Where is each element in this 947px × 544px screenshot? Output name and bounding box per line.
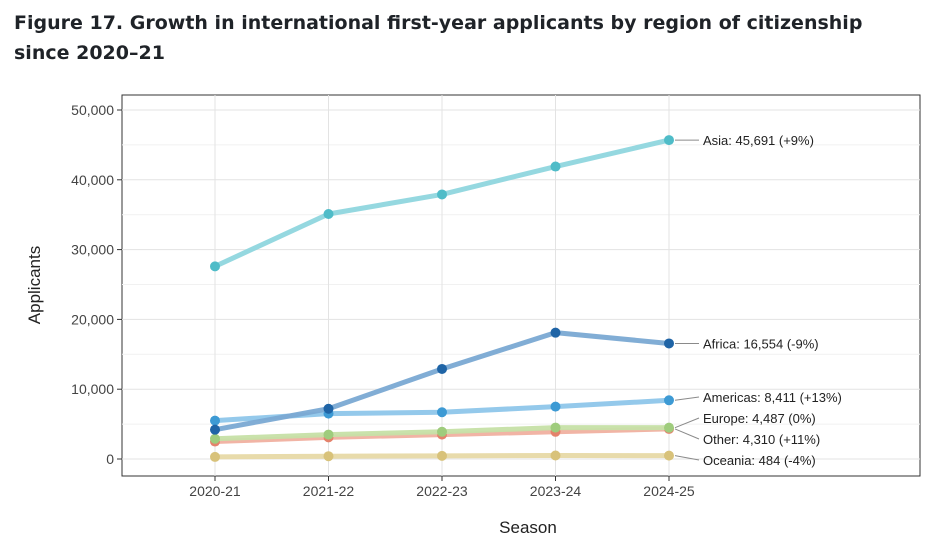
data-point-asia: [323, 209, 334, 220]
x-tick-label: 2021-22: [303, 483, 355, 499]
data-point-europe: [664, 422, 674, 433]
series-group: [210, 135, 674, 462]
data-point-oceania: [550, 450, 561, 461]
y-tick-label: 0: [106, 451, 114, 467]
data-point-africa: [210, 424, 220, 435]
data-point-africa: [550, 327, 561, 338]
end-label-asia: Asia: 45,691 (+9%): [703, 133, 814, 148]
data-point-asia: [437, 189, 447, 200]
y-tick-label: 10,000: [71, 381, 114, 397]
data-point-asia: [664, 135, 674, 146]
data-point-americas: [437, 407, 447, 418]
y-tick-label: 30,000: [71, 242, 114, 258]
y-tick-label: 20,000: [71, 311, 114, 327]
data-point-africa: [664, 338, 674, 349]
figure-title: Figure 17. Growth in international first…: [14, 12, 863, 64]
label-leader-americas: [674, 396, 700, 401]
data-point-oceania: [437, 450, 447, 461]
label-leader-europe: [674, 417, 700, 429]
data-point-americas: [210, 415, 220, 426]
end-labels: Asia: 45,691 (+9%) Africa: 16,554 (-9%) Am…: [674, 133, 842, 468]
end-label-europe: Europe: 4,487 (0%): [703, 411, 816, 426]
x-axis: 2020-21 2021-22 2022-23 2023-24 2024-25: [189, 476, 695, 499]
end-label-oceania: Oceania: 484 (-4%): [703, 453, 816, 468]
end-label-africa: Africa: 16,554 (-9%): [703, 336, 819, 351]
y-tick-label: 40,000: [71, 172, 114, 188]
x-tick-label: 2020-21: [189, 483, 241, 499]
data-point-oceania: [210, 451, 220, 462]
x-axis-title: Season: [499, 518, 557, 537]
label-leader-oceania: [674, 455, 700, 461]
data-point-asia: [550, 161, 561, 172]
y-axis: 0 10,000 20,000 30,000 40,000 50,000: [71, 102, 122, 467]
x-tick-label: 2023-24: [530, 483, 582, 499]
x-tick-label: 2024-25: [643, 483, 695, 499]
data-point-oceania: [664, 450, 674, 461]
plot-panel: [121, 94, 921, 477]
y-tick-label: 50,000: [71, 102, 114, 118]
data-point-americas: [550, 401, 561, 412]
data-point-europe: [437, 426, 447, 437]
y-axis-title: Applicants: [25, 246, 44, 324]
end-label-americas: Americas: 8,411 (+13%): [703, 390, 842, 405]
data-point-asia: [210, 261, 220, 272]
end-label-other: Other: 4,310 (+11%): [703, 432, 820, 447]
data-point-africa: [323, 403, 334, 414]
label-leader-other: [674, 428, 700, 440]
data-point-europe: [210, 433, 220, 444]
x-tick-label: 2022-23: [416, 483, 468, 499]
data-point-americas: [664, 395, 674, 406]
data-point-africa: [437, 363, 447, 374]
data-point-europe: [550, 422, 561, 433]
data-point-oceania: [323, 451, 334, 462]
data-point-europe: [323, 429, 334, 440]
